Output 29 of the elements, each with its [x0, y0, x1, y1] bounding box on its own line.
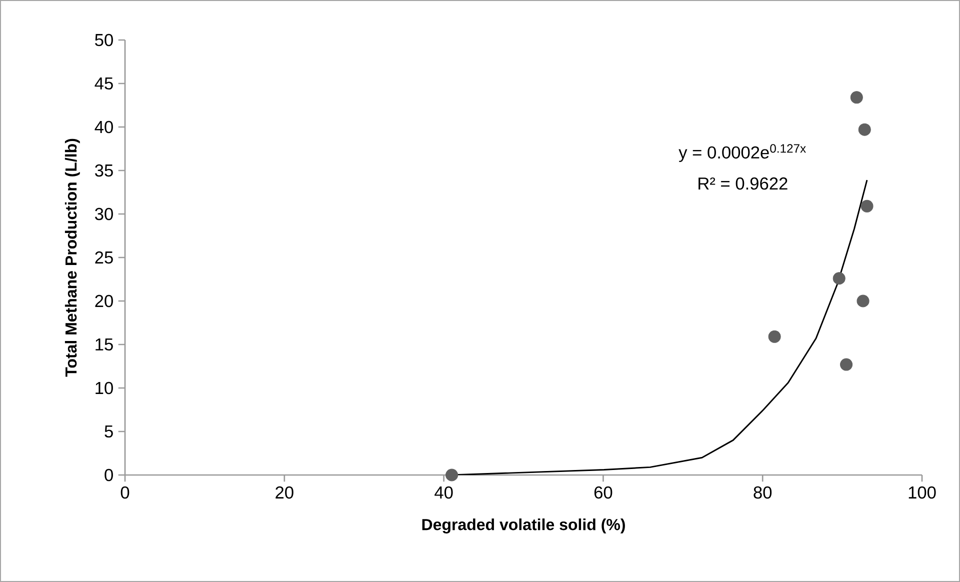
y-tick-label: 35: [95, 164, 113, 177]
point: [768, 330, 781, 343]
point: [858, 123, 871, 136]
point: [856, 294, 870, 308]
y-tick-label: 45: [94, 77, 113, 90]
y-tick-label: 25: [95, 251, 113, 264]
x-tick-label: 20: [276, 486, 294, 499]
x-axis-title: Degraded volatile solid (%): [422, 518, 625, 534]
annotation: y = 0.0002e$^{0.127x}$: [678, 144, 806, 162]
x-tick-label: 80: [754, 486, 772, 499]
annotation: R² = 0.9622: [698, 177, 788, 190]
y-tick-label: 50: [95, 34, 113, 46]
y-axis-title: Total Methane Production (L/lb): [64, 138, 80, 377]
x-tick-label: 100: [908, 486, 936, 499]
y-tick-label: 15: [96, 338, 113, 351]
point: [850, 91, 863, 104]
y-tick-label: 20: [95, 294, 113, 308]
x-tick-label: 40: [434, 486, 453, 499]
x-tick-label: 60: [594, 486, 612, 499]
y-tick-label: 5: [104, 425, 113, 438]
point: [840, 358, 853, 371]
y-tick-label: 0: [104, 468, 113, 482]
y-tick-label: 30: [95, 208, 113, 220]
point: [860, 200, 874, 212]
x-tick-label: 0: [120, 486, 130, 499]
y-tick-label: 10: [96, 382, 113, 394]
y-tick-label: 40: [94, 120, 113, 134]
point: [832, 272, 846, 285]
point: [446, 468, 458, 482]
